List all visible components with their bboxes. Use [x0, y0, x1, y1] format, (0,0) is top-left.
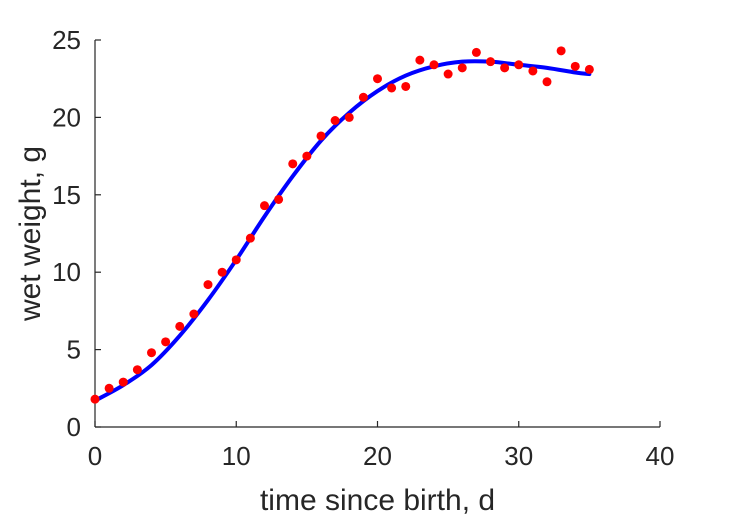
data-point	[556, 46, 566, 56]
data-point	[344, 112, 354, 122]
data-point	[316, 131, 326, 141]
y-tick-label: 25	[52, 25, 81, 55]
y-tick-label: 5	[67, 335, 81, 365]
x-axis-label: time since birth, d	[260, 484, 495, 517]
data-point	[542, 77, 552, 87]
x-tick-label: 30	[504, 441, 533, 471]
y-tick-label: 20	[52, 102, 81, 132]
y-tick-label: 0	[67, 412, 81, 442]
y-tick-label: 15	[52, 180, 81, 210]
data-point	[471, 47, 481, 57]
x-tick-label: 40	[646, 441, 675, 471]
data-point	[528, 66, 538, 76]
data-point	[457, 63, 467, 73]
data-point	[104, 383, 114, 393]
data-point	[245, 233, 255, 243]
data-point	[231, 255, 241, 265]
data-point	[486, 57, 495, 67]
fit-curve-line	[93, 59, 592, 403]
data-point	[175, 321, 185, 331]
data-point	[260, 201, 269, 211]
data-point	[570, 61, 580, 71]
data-point	[330, 115, 340, 125]
y-axis-ticks: 0 5 10 15 20 25	[52, 25, 101, 442]
data-point	[401, 81, 411, 91]
data-point	[161, 337, 171, 347]
y-axis-label: wet weight, g	[14, 146, 47, 322]
data-point	[189, 309, 199, 319]
data-point	[90, 394, 100, 404]
axes	[94, 40, 660, 428]
y-tick-label: 10	[52, 257, 81, 287]
x-tick-label: 20	[363, 441, 392, 471]
data-point	[415, 55, 425, 65]
data-points-series	[90, 46, 594, 404]
x-tick-label: 0	[88, 441, 102, 471]
data-point	[387, 83, 397, 93]
data-point	[217, 267, 227, 277]
data-point	[302, 151, 312, 161]
fit-curve-series	[93, 59, 592, 403]
data-point	[203, 280, 213, 290]
data-point	[500, 63, 510, 73]
data-point	[584, 64, 594, 74]
data-point	[443, 69, 453, 79]
x-axis-ticks: 0 10 20 30 40	[88, 421, 675, 471]
data-point	[373, 74, 382, 84]
data-point	[429, 60, 439, 70]
data-point	[147, 348, 156, 358]
x-tick-label: 10	[222, 441, 251, 471]
data-point	[358, 92, 368, 102]
data-point	[514, 60, 524, 70]
data-point	[288, 159, 298, 169]
data-point	[118, 377, 128, 387]
data-point	[132, 365, 142, 375]
data-point	[274, 194, 284, 204]
